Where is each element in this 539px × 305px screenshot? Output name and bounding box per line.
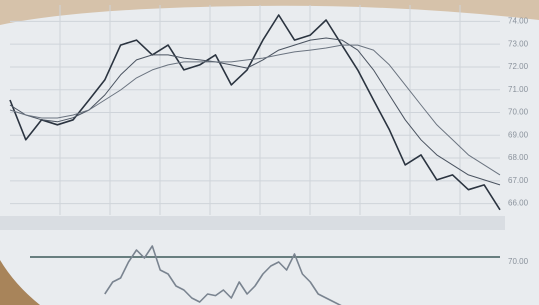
screen [0, 0, 539, 305]
y-tick-label: 71.00 [508, 85, 529, 94]
y-tick-label: 66.00 [508, 199, 529, 208]
y-tick-label: 72.00 [508, 62, 529, 71]
y-tick-label: 70.00 [508, 257, 529, 266]
y-tick-label: 68.00 [508, 153, 529, 162]
y-tick-label: 67.00 [508, 176, 529, 185]
page: 66.00 67.00 68.00 69.00 70.00 71.00 72.00 73.00… [0, 0, 539, 305]
separator [0, 216, 505, 230]
y-tick-label: 69.00 [508, 130, 529, 139]
y-tick-label: 70.00 [508, 108, 529, 117]
y-tick-label: 73.00 [508, 39, 529, 48]
chart: 66.00 67.00 68.00 69.00 70.00 71.00 72.00 73.00… [0, 0, 539, 305]
y-tick-label: 74.00 [508, 16, 529, 25]
